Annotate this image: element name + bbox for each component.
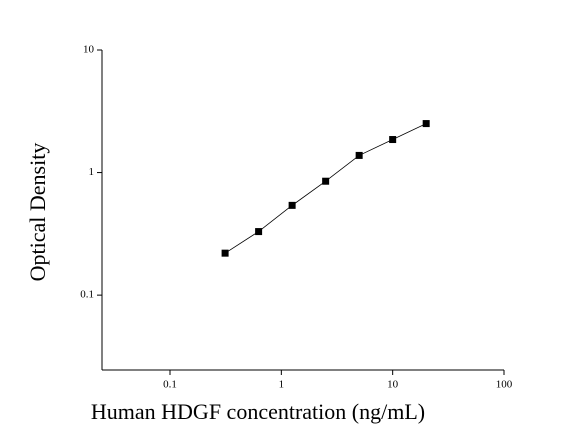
- x-tick-label: 10: [387, 379, 399, 391]
- x-tick-label: 1: [279, 379, 285, 391]
- y-tick-label: 0.1: [80, 289, 94, 301]
- y-axis-label: Optical Density: [25, 143, 50, 282]
- point: [389, 136, 397, 144]
- point: [221, 249, 229, 257]
- point: [322, 177, 330, 185]
- x-tick-label: 0.1: [163, 379, 177, 391]
- x-tick-label: 100: [496, 379, 513, 391]
- point: [288, 201, 296, 209]
- point: [422, 120, 430, 128]
- y-tick-label: 1: [89, 166, 95, 178]
- point: [255, 228, 263, 236]
- y-tick-label: 10: [83, 44, 95, 56]
- point: [355, 151, 363, 159]
- x-axis-label: Human HDGF concentration (ng/mL): [91, 399, 425, 424]
